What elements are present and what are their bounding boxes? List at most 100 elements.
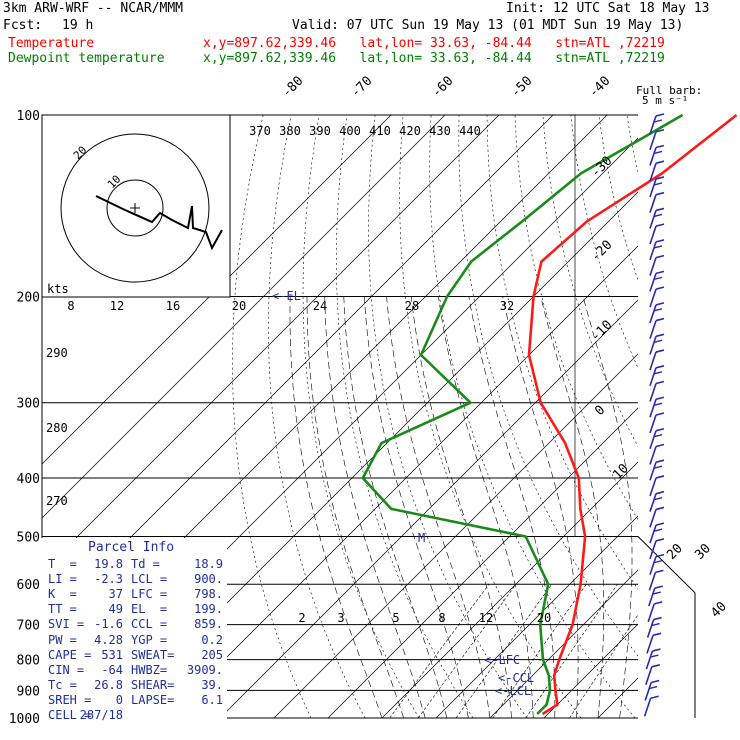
wind-barb-staff <box>644 682 652 701</box>
isotherm-label: -40 <box>586 74 613 101</box>
wind-barb-staff <box>649 273 657 292</box>
hodograph-ring-10 <box>106 179 164 237</box>
pressure-tick-label: 200 <box>17 291 40 306</box>
wind-barb-flag <box>655 270 665 275</box>
wind-barb <box>649 490 665 512</box>
dry-adiabat <box>598 115 638 281</box>
isotherm-label: -10 <box>588 318 615 345</box>
parcel-info-cell: 287/18 <box>79 708 123 722</box>
wind-barb-staff <box>649 399 657 418</box>
wind-barb-flag <box>649 685 658 690</box>
lfc-marker: <-LFC <box>484 653 520 667</box>
isotherm-label: -50 <box>508 74 535 101</box>
parcel-info-cell: SHEAR= <box>131 677 175 692</box>
profiles-layer <box>361 113 738 716</box>
parcel-info-cell: LI = <box>48 572 77 587</box>
wind-barb-flag <box>653 402 663 406</box>
wind-barb <box>649 223 665 245</box>
wind-barb-flag <box>655 553 665 558</box>
hodo-speed-label: 12 <box>110 299 124 313</box>
mixing-ratio-line <box>389 584 490 718</box>
isotherm-line <box>327 407 638 718</box>
wind-barb-flag <box>655 144 665 149</box>
wind-barb-staff <box>649 115 657 135</box>
parcel-info-cell: LCL = <box>131 572 168 587</box>
parcel-info-cell: 26.8 <box>94 677 123 692</box>
dry-adiabat <box>368 115 528 718</box>
parcel-info-cell: SWEAT= <box>131 647 175 662</box>
wind-barb-staff <box>649 336 657 355</box>
mixing-ratio-label: 3 <box>337 611 344 625</box>
wind-barb-flag <box>652 591 661 595</box>
pressure-tick-label: 600 <box>17 578 40 593</box>
wind-barb-flag <box>655 160 665 164</box>
pressure-tick-label: 100 <box>17 109 40 124</box>
isotherm-line <box>489 569 638 718</box>
wind-barb-staff <box>649 194 657 213</box>
wind-barb-flag <box>654 601 663 605</box>
parcel-info-cell: LFC = <box>131 587 168 602</box>
wind-barb <box>649 443 665 465</box>
temperature-line <box>527 113 738 716</box>
wind-barb-flag <box>655 254 665 259</box>
mixing-ratio-label: 12 <box>479 611 493 625</box>
wind-barb-flag <box>653 528 663 532</box>
wind-barb <box>649 254 665 276</box>
isotherm-label: -20 <box>588 238 615 265</box>
wind-barb-staff <box>649 509 657 528</box>
parcel-info-cell: T = <box>48 557 77 571</box>
wind-barb-staff <box>649 210 657 229</box>
ccl-marker: <-CCL <box>498 671 534 685</box>
hodo-speed-label: 20 <box>232 299 246 313</box>
header: 3km ARW-WRF -- NCAR/MMM Init: 12 UTC Sat… <box>0 0 740 70</box>
isotherm-line <box>652 115 740 718</box>
wind-barb-flag <box>654 585 663 589</box>
wind-barb-flag <box>653 119 663 123</box>
wind-barb <box>649 475 665 497</box>
wind-barb-flag <box>655 239 665 243</box>
wind-barb <box>649 396 665 418</box>
wind-barb <box>649 302 665 324</box>
model-title: 3km ARW-WRF -- NCAR/MMM <box>3 1 184 16</box>
wind-barb <box>649 176 665 198</box>
parcel-info-cell: PW = <box>48 632 77 647</box>
wind-barb-flag <box>653 371 663 375</box>
parcel-info-cell: K = <box>48 587 77 602</box>
wind-barb-staff <box>649 257 657 276</box>
wind-barb <box>649 459 665 481</box>
theta-label: 410 <box>369 124 391 138</box>
moist-adiabat <box>364 296 469 718</box>
wind-barb-staff <box>649 351 657 371</box>
moist-adiabat <box>540 296 605 718</box>
wind-barb-staff <box>646 635 654 654</box>
theta-left-label: 280 <box>46 421 68 435</box>
wind-barb <box>643 695 659 717</box>
wind-barb-flag <box>653 308 663 312</box>
wind-barb <box>647 601 663 623</box>
pressure-tick-label: 800 <box>17 654 40 669</box>
isotherm-label: -30 <box>588 154 615 181</box>
wind-barb-staff <box>646 619 655 638</box>
parcel-info-cell: 859. <box>194 617 223 632</box>
init-time: Init: 12 UTC Sat 18 May 13 <box>506 1 710 16</box>
isotherm-line <box>42 115 392 465</box>
isotherm-line <box>597 677 638 718</box>
wind-barb <box>646 632 662 654</box>
wind-barb <box>649 128 665 150</box>
hodo-speed-label: 16 <box>166 299 180 313</box>
wind-barb-flag <box>651 622 660 627</box>
wind-barb <box>649 113 665 135</box>
isotherm-label: -70 <box>348 74 375 101</box>
wind-barb-flag <box>653 339 663 343</box>
el-marker: <-EL <box>272 289 301 303</box>
wind-barb-staff <box>649 225 657 245</box>
parcel-info-cell: 19.8 <box>94 557 123 571</box>
dry-adiabat <box>683 115 740 718</box>
theta-label: 430 <box>429 124 451 138</box>
wind-barb <box>646 616 662 638</box>
theta-label: 420 <box>399 124 421 138</box>
dry-adiabat <box>458 115 638 657</box>
dewpoint-line <box>361 113 684 715</box>
parcel-info-cell: -64 <box>101 662 123 677</box>
theta-label: 440 <box>459 124 481 138</box>
